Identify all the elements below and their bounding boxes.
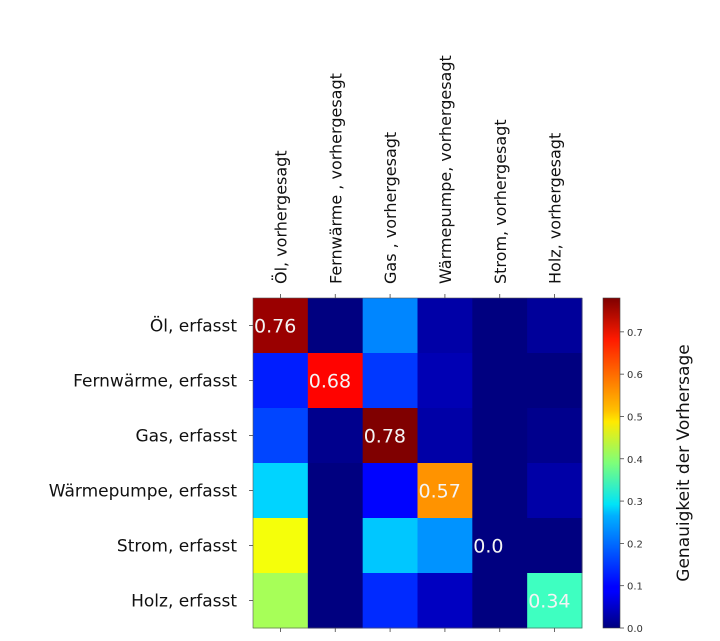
heatmap-cell (472, 353, 528, 409)
heatmap-cell (253, 573, 309, 629)
heatmap-cell (417, 353, 473, 409)
heatmap-cell (362, 353, 418, 409)
heatmap-cells (253, 298, 583, 629)
x-tick-label: Holz, vorhergesagt (546, 133, 565, 284)
colorbar-tick-label: 0.6 (627, 370, 643, 381)
heatmap-cell (362, 518, 418, 574)
heatmap-cell (362, 573, 418, 629)
colorbar-tick-label: 0.3 (627, 497, 643, 508)
cell-value-label: 0.78 (364, 426, 406, 448)
heatmap-cell (472, 573, 528, 629)
colorbar-tick-label: 0.0 (627, 624, 643, 635)
heatmap-cell (527, 353, 583, 409)
x-tick-label: Fernwärme , vorhergesagt (326, 73, 345, 284)
heatmap-cell (527, 518, 583, 574)
x-tick-label: Wärmepumpe, vorhergesagt (436, 55, 455, 284)
heatmap-cell (307, 463, 364, 519)
y-tick-label: Strom, erfasst (117, 537, 237, 557)
heatmap-cell (527, 408, 583, 464)
y-tick-label: Fernwärme, erfasst (73, 372, 237, 392)
heatmap-cell (417, 408, 473, 464)
heatmap-cell (307, 518, 364, 574)
heatmap-cell (417, 573, 473, 629)
colorbar-tick-label: 0.4 (627, 455, 643, 466)
colorbar-tick-label: 0.7 (627, 328, 643, 339)
y-axis: Öl, erfasst Fernwärme, erfasst Gas, erfass… (49, 315, 253, 612)
colorbar-tick-label: 0.5 (627, 412, 643, 423)
cell-value-label: 0.0 (473, 536, 503, 558)
cell-annotations: 0.76 0.68 0.78 0.57 0.0 0.34 (254, 316, 571, 613)
heatmap-cell (253, 518, 309, 574)
colorbar: 0.0 0.1 0.2 0.3 0.4 0.5 0.6 0.7 Genauigkeit der… (602, 297, 694, 635)
heatmap-cell (527, 463, 583, 519)
heatmap-cell (527, 298, 583, 354)
colorbar-ticks: 0.0 0.1 0.2 0.3 0.4 0.5 0.6 0.7 (620, 328, 643, 635)
colorbar-tick-label: 0.2 (627, 539, 643, 550)
heatmap-cell (362, 298, 418, 354)
x-tick-label: Strom, vorhergesagt (491, 119, 510, 284)
cell-value-label: 0.68 (309, 371, 351, 393)
y-tick-label: Wärmepumpe, erfasst (49, 482, 238, 502)
heatmap-cell (307, 408, 364, 464)
colorbar-tick-label: 0.1 (627, 582, 643, 593)
heatmap-cell (307, 353, 364, 409)
colorbar-gradient (602, 297, 621, 629)
heatmap-cell (417, 298, 473, 354)
heatmap-cell (253, 353, 309, 409)
x-axis: Öl, vorhergesagt Fernwärme , vorhergesagt… (271, 55, 565, 632)
heatmap-cell (362, 463, 418, 519)
heatmap-cell (362, 408, 418, 464)
heatmap-cell (307, 573, 364, 629)
heatmap-cell (527, 573, 583, 629)
colorbar-label: Genauigkeit der Vorhersage (674, 344, 694, 581)
heatmap-cell (472, 463, 528, 519)
heatmap-cell (472, 408, 528, 464)
x-tick-label: Öl, vorhergesagt (271, 150, 290, 284)
y-tick-label: Holz, erfasst (131, 592, 237, 612)
heatmap-cell (472, 298, 528, 354)
heatmap-cell (417, 463, 473, 519)
heatmap-cell (417, 518, 473, 574)
x-tick-label: Gas , vorhergesagt (381, 132, 400, 284)
heatmap-cell (253, 408, 309, 464)
cell-value-label: 0.76 (254, 316, 296, 338)
cell-value-label: 0.57 (419, 481, 461, 503)
heatmap-frame (252, 297, 583, 629)
heatmap-cell (253, 298, 309, 354)
heatmap-cell (472, 518, 528, 574)
y-tick-label: Öl, erfasst (150, 315, 237, 337)
y-tick-label: Gas, erfasst (136, 427, 238, 447)
heatmap-cell (307, 298, 364, 354)
heatmap-cell (253, 463, 309, 519)
cell-value-label: 0.34 (528, 591, 570, 613)
